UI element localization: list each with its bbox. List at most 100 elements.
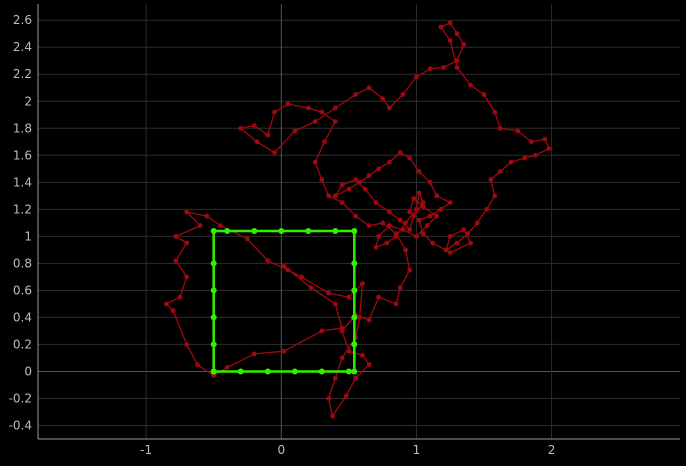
data-point (251, 123, 257, 128)
data-point (184, 342, 190, 347)
data-point (351, 314, 358, 321)
data-point (373, 200, 379, 206)
data-point (438, 24, 444, 30)
data-point (427, 179, 433, 185)
data-point (362, 186, 368, 192)
data-point (351, 287, 358, 294)
data-point (346, 186, 352, 192)
data-point (330, 413, 335, 419)
data-point (366, 223, 372, 229)
data-point (184, 209, 190, 215)
data-point (345, 368, 352, 375)
data-point (424, 223, 430, 229)
data-point (224, 365, 230, 370)
data-point (305, 105, 311, 111)
data-point (366, 173, 372, 179)
data-point (339, 328, 345, 334)
data-point (351, 341, 358, 348)
data-point (407, 267, 413, 273)
data-point (339, 200, 345, 206)
data-point (497, 125, 503, 131)
data-point (420, 200, 426, 206)
data-point (272, 150, 277, 156)
data-point (454, 65, 460, 70)
data-point (454, 240, 460, 246)
data-point (285, 101, 291, 107)
x-tick-label: 0 (277, 443, 285, 457)
data-point (251, 351, 257, 357)
y-tick-label: 0.6 (13, 283, 32, 297)
data-point (210, 341, 217, 348)
data-point (465, 231, 471, 237)
axes (37, 4, 680, 440)
data-point (387, 209, 392, 215)
data-point (170, 308, 176, 314)
data-point (366, 362, 372, 368)
data-point (403, 220, 408, 226)
data-point (411, 196, 417, 201)
data-point (211, 373, 217, 378)
data-point (447, 38, 453, 43)
data-point (210, 260, 217, 267)
data-point (254, 139, 260, 145)
data-point (397, 285, 403, 291)
data-point (351, 368, 358, 375)
data-point (360, 281, 365, 286)
data-point (353, 375, 358, 381)
series-layer (164, 20, 552, 419)
data-point (319, 177, 325, 183)
data-point (265, 258, 271, 264)
y-tick-label: 0.2 (13, 337, 32, 351)
data-point (376, 166, 381, 172)
y-tick-label: 1.8 (13, 121, 32, 135)
data-point (542, 136, 548, 142)
data-point (497, 169, 503, 174)
data-point (407, 209, 413, 215)
y-tick-label: -0.4 (9, 418, 32, 432)
data-point (197, 223, 203, 229)
data-point (332, 301, 338, 307)
data-point (447, 250, 453, 256)
x-tick-label: 2 (548, 443, 556, 457)
data-point (387, 159, 392, 165)
data-point (380, 220, 386, 226)
data-point (454, 31, 460, 37)
data-point (218, 223, 223, 229)
data-point (533, 152, 538, 158)
data-point (430, 240, 436, 246)
data-point (357, 179, 363, 185)
y-tick-label: 1.6 (13, 148, 32, 162)
x-tick-label: -1 (140, 443, 152, 457)
y-tick-label: -0.2 (9, 391, 32, 405)
data-point (468, 240, 473, 246)
data-point (322, 139, 327, 145)
data-point (210, 287, 217, 294)
data-point (400, 227, 406, 233)
data-point (184, 240, 190, 246)
data-point (264, 368, 271, 375)
data-point (292, 128, 298, 134)
y-tick-label: 1 (24, 229, 32, 243)
data-point (308, 285, 314, 291)
data-point (416, 217, 422, 223)
data-point (173, 258, 179, 264)
data-point (403, 247, 408, 253)
data-point (434, 213, 440, 219)
y-tick-label: 2 (24, 94, 32, 108)
data-point (438, 206, 444, 212)
data-point (177, 294, 183, 300)
data-point (522, 155, 527, 161)
y-tick-label: 0.8 (13, 256, 32, 270)
data-point (305, 228, 312, 234)
data-point (546, 146, 552, 151)
data-point (251, 228, 258, 234)
data-point (245, 236, 250, 242)
data-point (441, 65, 446, 70)
y-tick-label: 0 (24, 364, 32, 378)
data-point (278, 228, 285, 234)
data-point (366, 317, 372, 323)
series-1 (210, 228, 358, 375)
data-point (195, 362, 200, 368)
data-point (420, 204, 426, 210)
data-point (332, 105, 338, 111)
